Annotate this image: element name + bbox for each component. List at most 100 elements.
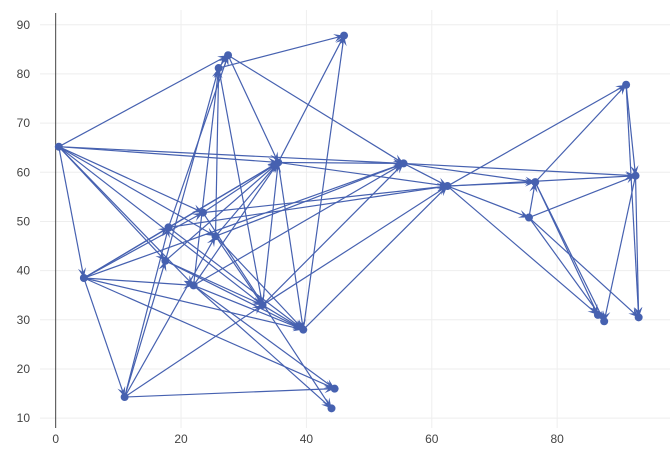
- edge-line: [214, 68, 220, 237]
- y-tick-label: 90: [17, 18, 31, 32]
- edge-line: [227, 54, 404, 164]
- data-point: [258, 301, 267, 310]
- x-tick-label: 80: [550, 432, 564, 446]
- edge-line: [447, 175, 636, 187]
- edge-line: [227, 54, 279, 163]
- edge-line: [168, 226, 304, 331]
- edge-line: [447, 185, 599, 316]
- data-point: [531, 178, 540, 187]
- edge-line: [83, 162, 404, 279]
- edge-line: [58, 146, 263, 306]
- edge-line: [403, 162, 536, 183]
- edge-line: [603, 175, 637, 322]
- edge-line: [193, 162, 279, 286]
- y-tick-label: 50: [17, 214, 31, 228]
- edge-line: [278, 161, 448, 187]
- data-point: [274, 158, 283, 167]
- edge-line: [215, 235, 304, 331]
- edge-arrowhead: [524, 178, 536, 187]
- edge-line: [193, 162, 404, 286]
- edge-line: [124, 388, 335, 398]
- edge-line: [83, 277, 335, 390]
- data-point: [211, 232, 220, 241]
- edge-line: [634, 175, 640, 318]
- edge-line: [528, 175, 636, 219]
- edge-line: [625, 84, 640, 318]
- edge-line: [58, 146, 195, 286]
- edge-line: [83, 277, 304, 331]
- edge-line: [164, 67, 220, 261]
- data-point: [443, 182, 452, 191]
- y-tick-label: 60: [17, 165, 31, 179]
- edge-line: [277, 162, 304, 330]
- edge-line: [165, 260, 263, 306]
- edge-line: [277, 35, 345, 163]
- edge-layer: [58, 34, 643, 409]
- data-point: [631, 171, 640, 180]
- edge-line: [58, 146, 85, 279]
- edge-line: [165, 260, 304, 331]
- edge-line: [447, 84, 627, 187]
- edge-line: [168, 161, 279, 228]
- edge-line: [262, 163, 405, 306]
- data-point: [634, 313, 643, 322]
- edge-line: [215, 235, 264, 306]
- edge-arrowhead: [324, 384, 335, 394]
- data-point: [164, 223, 173, 232]
- edge-line: [215, 162, 404, 237]
- edge-line: [83, 212, 204, 279]
- edge-line: [58, 146, 216, 237]
- edge-line: [58, 146, 279, 164]
- data-point: [327, 404, 336, 413]
- edge-line: [215, 162, 279, 237]
- edge-line: [83, 277, 194, 286]
- edge-line: [58, 146, 404, 165]
- edge-arrowhead: [630, 165, 639, 176]
- edge-line: [261, 162, 279, 306]
- edge-arrowhead: [393, 159, 404, 168]
- edge-line: [528, 217, 640, 318]
- tick-layer: 10 20 30 40 50 60 70 80 90 0 20 40 60 80: [17, 18, 565, 446]
- edge-line: [278, 161, 404, 165]
- edge-line: [534, 84, 627, 183]
- data-point: [161, 256, 170, 265]
- y-tick-label: 20: [17, 362, 31, 376]
- data-point: [299, 325, 308, 334]
- x-tick-label: 60: [425, 432, 439, 446]
- x-tick-label: 0: [52, 432, 59, 446]
- data-point: [214, 64, 223, 73]
- edge-line: [193, 284, 304, 331]
- edge-line: [218, 67, 264, 306]
- data-point: [189, 281, 198, 290]
- data-point: [622, 80, 631, 89]
- edge-line: [302, 35, 345, 330]
- edge-line: [124, 235, 217, 398]
- edge-line: [262, 304, 304, 331]
- y-tick-label: 70: [17, 116, 31, 130]
- edge-line: [58, 146, 204, 214]
- data-point: [600, 317, 609, 326]
- edge-line: [534, 181, 605, 322]
- data-point: [593, 310, 602, 319]
- edge-line: [403, 162, 448, 187]
- x-tick-label: 40: [300, 432, 314, 446]
- edge-line: [83, 277, 126, 398]
- y-tick-label: 30: [17, 313, 31, 327]
- edge-line: [193, 284, 335, 390]
- edge-line: [403, 162, 636, 177]
- y-tick-label: 40: [17, 264, 31, 278]
- edge-line: [193, 284, 332, 409]
- data-point: [330, 384, 339, 393]
- data-point: [524, 213, 533, 222]
- edge-line: [302, 185, 448, 331]
- data-point: [340, 31, 349, 40]
- edge-line: [528, 217, 605, 322]
- edge-line: [192, 67, 220, 286]
- data-point: [224, 51, 233, 60]
- edge-arrowhead: [634, 307, 643, 318]
- edge-line: [218, 34, 345, 69]
- edge-line: [58, 54, 229, 148]
- data-point: [399, 159, 408, 168]
